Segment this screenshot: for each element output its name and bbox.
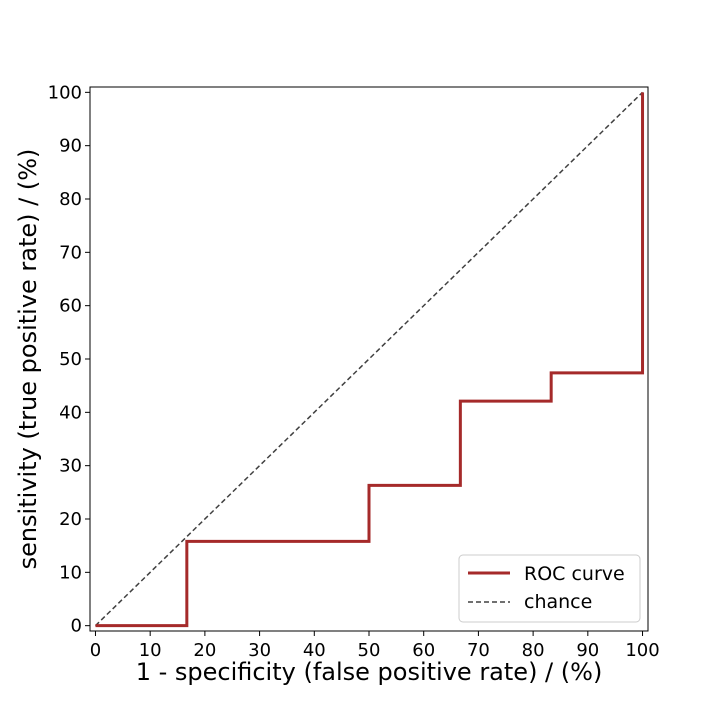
y-tick-label: 70	[59, 242, 82, 263]
y-tick-label: 0	[71, 616, 82, 637]
x-tick-label: 80	[522, 640, 545, 661]
axes-frame	[89, 86, 649, 632]
y-tick-label: 50	[59, 349, 82, 370]
legend-label-chance: chance	[524, 591, 592, 613]
legend: ROC curve chance	[458, 554, 641, 623]
x-tick-label: 40	[303, 640, 326, 661]
y-tick-label: 10	[59, 562, 82, 583]
legend-label-roc-curve: ROC curve	[524, 563, 625, 585]
x-tick-label: 60	[412, 640, 435, 661]
x-tick-label: 0	[90, 640, 101, 661]
x-axis-ticks: 0 10 20 30 40 50 60 70 80 90 100	[90, 631, 660, 661]
y-tick-label: 30	[59, 456, 82, 477]
x-tick-label: 10	[139, 640, 162, 661]
y-axis-title: sensitivity (true positive rate) / (%)	[14, 149, 42, 570]
x-tick-label: 100	[625, 640, 659, 661]
y-axis-ticks: 0 10 20 30 40 50 60 70 80 90 100	[48, 82, 90, 637]
plot-area: 0 10 20 30 40 50 60 70 80 90 100 0 10 20 30 40 50 60 70 80…	[48, 82, 660, 661]
x-tick-label: 50	[358, 640, 381, 661]
x-tick-label: 70	[467, 640, 490, 661]
x-tick-label: 30	[248, 640, 271, 661]
y-tick-label: 60	[59, 296, 82, 317]
series-layer	[94, 91, 645, 628]
y-tick-label: 90	[59, 136, 82, 157]
chance-line	[94, 91, 644, 627]
y-tick-label: 80	[59, 189, 82, 210]
y-tick-label: 20	[59, 509, 82, 530]
roc-curve-line	[95, 92, 645, 628]
x-tick-label: 90	[576, 640, 599, 661]
y-tick-label: 100	[48, 82, 82, 103]
x-axis-title: 1 - specificity (false positive rate) / …	[136, 658, 603, 686]
x-tick-label: 20	[193, 640, 216, 661]
y-tick-label: 40	[59, 402, 82, 423]
